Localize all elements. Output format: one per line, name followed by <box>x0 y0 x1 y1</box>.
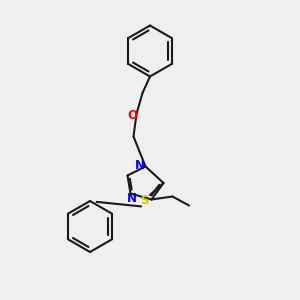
Text: S: S <box>140 194 148 208</box>
Text: O: O <box>128 109 138 122</box>
Text: N: N <box>127 191 137 205</box>
Text: N: N <box>135 159 145 172</box>
